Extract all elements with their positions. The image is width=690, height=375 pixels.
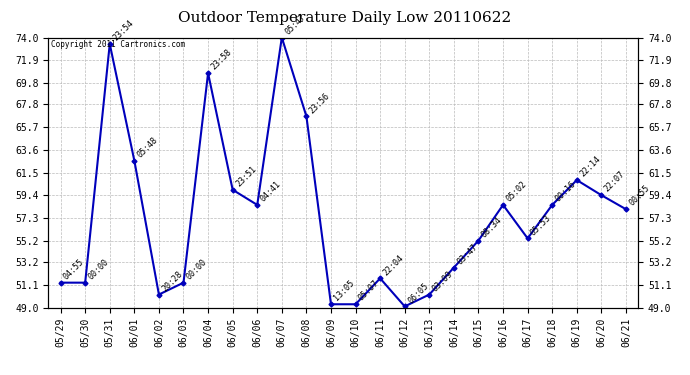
Text: 20:28: 20:28 xyxy=(160,269,184,293)
Text: 13:05: 13:05 xyxy=(333,279,357,303)
Text: 00:00: 00:00 xyxy=(185,257,209,281)
Text: 22:07: 22:07 xyxy=(603,170,627,194)
Text: 06:05: 06:05 xyxy=(406,281,430,305)
Text: 04:41: 04:41 xyxy=(259,180,283,204)
Text: 22:04: 22:04 xyxy=(382,253,406,277)
Text: 23:58: 23:58 xyxy=(210,48,233,72)
Text: 04:55: 04:55 xyxy=(62,257,86,281)
Text: 05:53: 05:53 xyxy=(529,213,553,237)
Text: 05:02: 05:02 xyxy=(504,180,529,204)
Text: 03:47: 03:47 xyxy=(455,242,480,266)
Text: 05:48: 05:48 xyxy=(136,135,160,159)
Text: 00:00: 00:00 xyxy=(86,257,110,281)
Text: 05:07: 05:07 xyxy=(357,279,381,303)
Text: 05:47: 05:47 xyxy=(283,12,307,36)
Text: 23:51: 23:51 xyxy=(234,164,258,188)
Text: 03:09: 03:09 xyxy=(431,269,455,293)
Text: 00:55: 00:55 xyxy=(627,184,651,208)
Text: 23:56: 23:56 xyxy=(308,91,332,115)
Text: 00:16: 00:16 xyxy=(553,180,578,204)
Text: 08:34: 08:34 xyxy=(480,215,504,239)
Text: 23:54: 23:54 xyxy=(111,18,135,43)
Text: Copyright 2011 Cartronics.com: Copyright 2011 Cartronics.com xyxy=(51,40,186,49)
Text: 22:14: 22:14 xyxy=(578,154,602,178)
Text: Outdoor Temperature Daily Low 20110622: Outdoor Temperature Daily Low 20110622 xyxy=(179,11,511,25)
